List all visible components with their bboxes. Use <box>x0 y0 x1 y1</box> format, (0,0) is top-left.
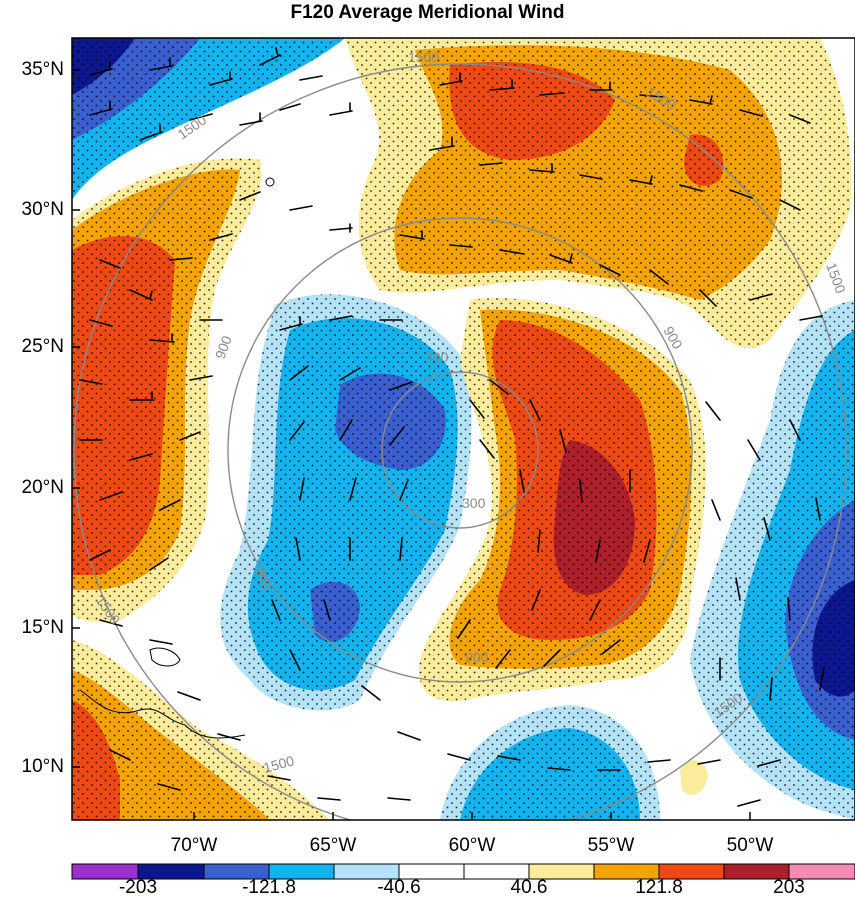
lat-label: 15°N <box>21 617 64 638</box>
ring-label: 900 <box>465 649 489 665</box>
colorbar-label: 121.8 <box>635 877 683 898</box>
axes-frame <box>71 37 855 821</box>
ring-300km <box>381 371 539 529</box>
lon-ticks <box>193 812 751 820</box>
colorbar-label: 203 <box>773 877 805 898</box>
wind-barbs <box>79 47 825 807</box>
colorbar <box>71 863 855 880</box>
colorbar-label: -40.6 <box>377 877 421 898</box>
stipple-overlay <box>72 38 855 820</box>
colorbar-label: -121.8 <box>242 877 296 898</box>
lon-label: 70°W <box>170 835 218 856</box>
lon-label: 50°W <box>726 835 774 856</box>
map-title: F120 Average Meridional Wind <box>290 2 565 23</box>
colorbar-swatch <box>788 863 855 880</box>
ring-label: 1500 <box>408 49 439 65</box>
plot-area: 300 300 900 900 900 900 1500 1500 1500 1… <box>72 38 855 820</box>
ring-label: 1500 <box>262 752 296 776</box>
coastlines <box>79 177 275 739</box>
positive-blob-se <box>680 760 708 795</box>
lat-label: 35°N <box>21 59 64 80</box>
lon-label: 65°W <box>309 835 357 856</box>
ring-label: 900 <box>252 566 275 594</box>
ring-label: 900 <box>212 333 235 361</box>
ring-900km <box>227 217 693 683</box>
lat-label: 10°N <box>21 756 64 777</box>
lat-label: 25°N <box>21 336 64 357</box>
lat-label: 20°N <box>21 477 64 498</box>
radius-rings <box>73 63 847 820</box>
ring-label: 300 <box>425 349 449 365</box>
colorbar-label: 40.6 <box>510 877 548 898</box>
lon-label: 55°W <box>587 835 635 856</box>
ring-1500km <box>73 63 847 820</box>
ring-label: 300 <box>462 495 486 511</box>
lat-label: 30°N <box>21 199 64 220</box>
lat-ticks <box>72 69 80 768</box>
lon-label: 60°W <box>448 835 496 856</box>
colorbar-label: -203 <box>118 877 158 898</box>
